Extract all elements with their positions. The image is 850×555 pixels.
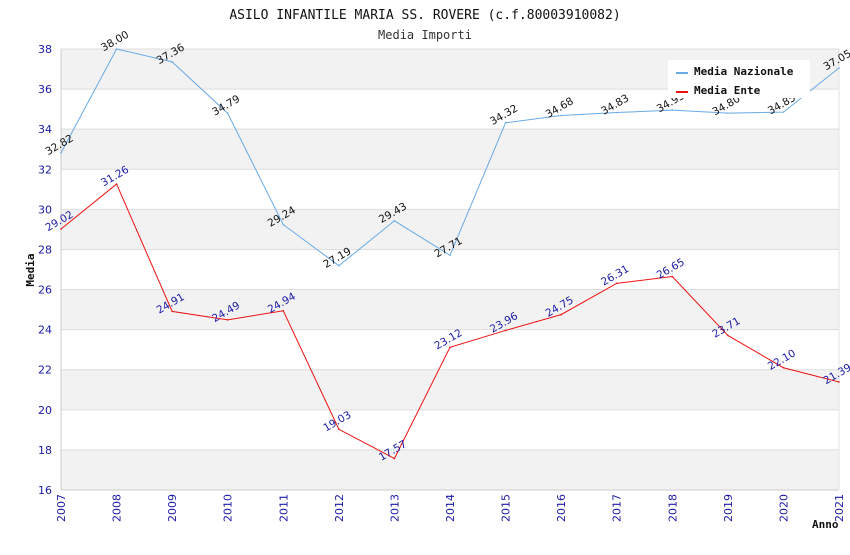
axes bbox=[60, 49, 840, 491]
y-tick-label: 28 bbox=[38, 243, 52, 256]
x-tick-label: 2009 bbox=[166, 494, 179, 522]
x-tick-label: 2020 bbox=[777, 494, 790, 522]
data-point bbox=[60, 228, 62, 230]
data-label: 22.10 bbox=[766, 347, 798, 372]
data-point bbox=[671, 109, 674, 111]
data-point bbox=[727, 334, 729, 337]
data-point bbox=[615, 111, 618, 114]
x-tick-labels: 2007 2008 2009 2010 2011 2012 2013 2014 2015 2016… bbox=[55, 494, 846, 522]
gridlines bbox=[61, 48, 839, 491]
legend: Media Nazionale Media Ente bbox=[668, 60, 810, 98]
chart-title: ASILO INFANTILE MARIA SS. ROVERE (c.f.80… bbox=[229, 8, 620, 23]
data-point bbox=[60, 152, 62, 154]
y-tick-label: 22 bbox=[38, 364, 52, 377]
legend-box bbox=[668, 60, 810, 98]
data-label: 34.32 bbox=[488, 102, 520, 127]
data-label: 34.83 bbox=[599, 92, 631, 117]
data-point bbox=[393, 457, 396, 460]
x-tick-label: 2013 bbox=[388, 494, 401, 522]
data-point bbox=[838, 67, 840, 69]
data-point bbox=[727, 112, 729, 114]
data-point bbox=[504, 121, 507, 124]
legend-label-media-ente: Media Ente bbox=[694, 84, 761, 97]
x-tick-label: 2019 bbox=[722, 494, 735, 522]
grid-band bbox=[61, 449, 839, 490]
grid-band bbox=[61, 289, 839, 330]
data-point bbox=[838, 381, 840, 383]
y-axis-label: Media bbox=[24, 253, 37, 286]
data-point bbox=[393, 219, 396, 222]
data-point bbox=[449, 254, 451, 257]
data-point bbox=[615, 282, 618, 285]
x-tick-label: 2014 bbox=[444, 494, 457, 522]
data-point bbox=[115, 183, 118, 185]
y-tick-label: 38 bbox=[38, 43, 52, 56]
data-point bbox=[171, 61, 173, 63]
x-tick-label: 2011 bbox=[277, 494, 290, 522]
y-tick-label: 30 bbox=[38, 203, 52, 216]
y-tick-label: 34 bbox=[38, 123, 52, 136]
series-lines bbox=[60, 48, 840, 460]
legend-label-media-nazionale: Media Nazionale bbox=[694, 65, 794, 78]
data-point bbox=[226, 319, 229, 321]
data-point bbox=[671, 275, 674, 278]
data-point bbox=[171, 310, 173, 313]
data-point bbox=[782, 111, 785, 113]
x-tick-label: 2012 bbox=[333, 494, 346, 522]
data-point bbox=[282, 309, 285, 312]
x-tick-label: 2017 bbox=[611, 494, 624, 522]
x-tick-label: 2010 bbox=[222, 494, 235, 522]
data-point bbox=[338, 428, 340, 431]
data-label: 34.68 bbox=[544, 95, 576, 120]
grid-band bbox=[61, 369, 839, 410]
data-point bbox=[504, 329, 507, 332]
x-tick-label: 2016 bbox=[555, 494, 568, 522]
data-label: 34.79 bbox=[210, 93, 242, 118]
y-tick-label: 24 bbox=[38, 324, 52, 337]
x-tick-label: 2008 bbox=[111, 494, 124, 522]
x-tick-label: 2007 bbox=[55, 494, 68, 522]
y-tick-label: 16 bbox=[38, 484, 52, 497]
x-tick-label: 2015 bbox=[500, 494, 513, 522]
data-point bbox=[560, 313, 562, 316]
y-tick-labels: 16 18 20 22 24 26 28 30 32 34 36 38 bbox=[38, 43, 52, 497]
y-tick-label: 36 bbox=[38, 83, 52, 96]
data-point bbox=[282, 223, 285, 226]
grid-band bbox=[61, 209, 839, 250]
data-point bbox=[782, 366, 785, 369]
x-tick-label: 2018 bbox=[666, 494, 679, 522]
y-tick-label: 18 bbox=[38, 444, 52, 457]
data-point bbox=[560, 114, 562, 117]
y-tick-label: 20 bbox=[38, 404, 52, 417]
x-tick-label: 2021 bbox=[833, 494, 846, 522]
data-label: 26.65 bbox=[655, 256, 687, 281]
data-point bbox=[226, 112, 229, 115]
chart-subtitle: Media Importi bbox=[378, 28, 472, 42]
x-axis-label: Anno bbox=[812, 518, 839, 531]
data-label: 19.03 bbox=[321, 409, 353, 434]
data-point bbox=[338, 264, 340, 267]
y-tick-label: 26 bbox=[38, 284, 52, 297]
grid-bands bbox=[61, 49, 839, 490]
data-point bbox=[449, 346, 451, 349]
grid-band bbox=[61, 129, 839, 170]
data-label: 23.12 bbox=[432, 327, 464, 352]
data-point bbox=[115, 48, 118, 50]
y-tick-label: 32 bbox=[38, 163, 52, 176]
